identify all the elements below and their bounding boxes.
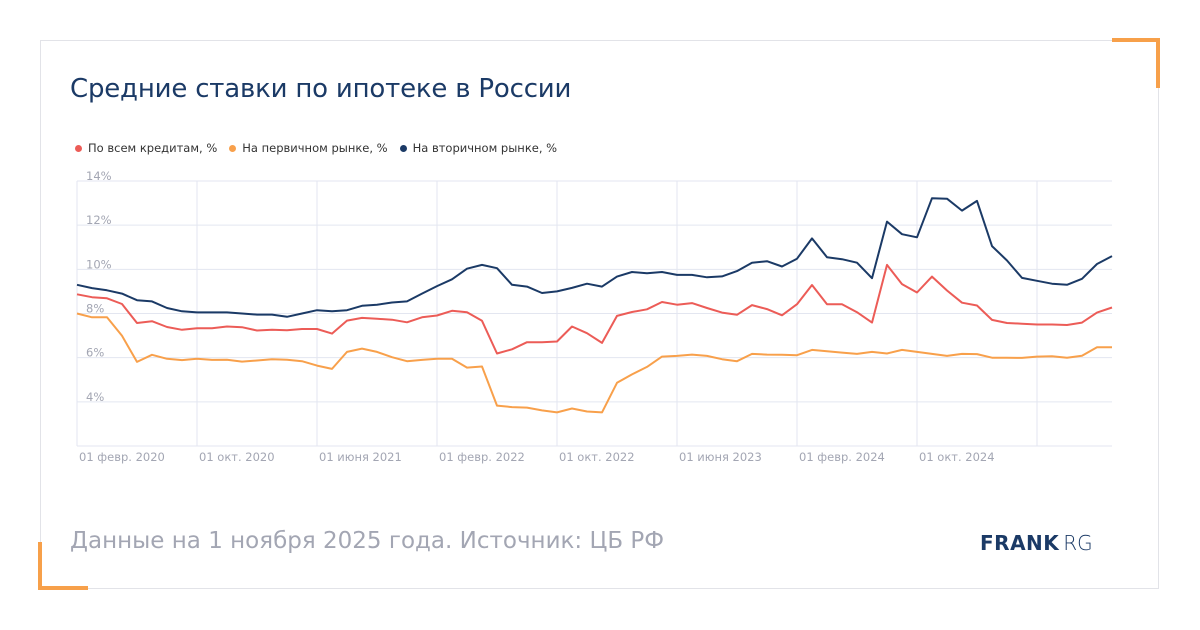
logo-bold: FRANK: [980, 531, 1060, 555]
x-tick-label: 01 февр. 2024: [799, 450, 885, 464]
legend-dot-all: [75, 144, 82, 152]
legend-label-secondary: На вторичном рынке, %: [412, 141, 558, 155]
source-note: Данные на 1 ноября 2025 года. Источник: …: [70, 528, 665, 554]
y-tick-label: 12%: [86, 213, 112, 227]
x-tick-label: 01 февр. 2022: [439, 450, 525, 464]
legend-item-all[interactable]: По всем кредитам, %: [75, 141, 217, 155]
series-line-secondary: [76, 197, 1113, 318]
x-tick-label: 01 февр. 2020: [79, 450, 165, 464]
y-tick-label: 8%: [86, 301, 104, 315]
corner-accent-bottom-left: [38, 542, 88, 590]
legend-label-all: По всем кредитам, %: [88, 141, 218, 155]
y-tick-label: 14%: [86, 169, 112, 183]
y-tick-label: 4%: [86, 390, 104, 404]
x-tick-label: 01 июня 2023: [679, 450, 762, 464]
frank-rg-logo: FRANK RG: [980, 531, 1093, 555]
corner-accent-top-right: [1112, 38, 1160, 88]
x-tick-label: 01 окт. 2022: [559, 450, 635, 464]
legend: По всем кредитам, % На первичном рынке, …: [75, 141, 557, 155]
chart-card: [40, 40, 1159, 589]
logo-light: RG: [1063, 531, 1093, 555]
x-tick-label: 01 окт. 2020: [199, 450, 275, 464]
series-line-primary: [76, 312, 1112, 414]
legend-item-primary[interactable]: На первичном рынке, %: [229, 141, 388, 155]
y-tick-label: 10%: [86, 257, 112, 271]
legend-item-secondary[interactable]: На вторичном рынке, %: [399, 141, 558, 155]
series-line-all: [76, 263, 1113, 355]
chart-title: Средние ставки по ипотеке в России: [70, 74, 572, 104]
x-tick-label: 01 окт. 2024: [919, 450, 995, 464]
legend-dot-secondary: [399, 144, 407, 152]
x-tick-label: 01 июня 2021: [319, 450, 402, 464]
legend-dot-primary: [229, 144, 237, 152]
y-tick-label: 6%: [86, 346, 104, 360]
legend-label-primary: На первичном рынке, %: [242, 141, 388, 155]
